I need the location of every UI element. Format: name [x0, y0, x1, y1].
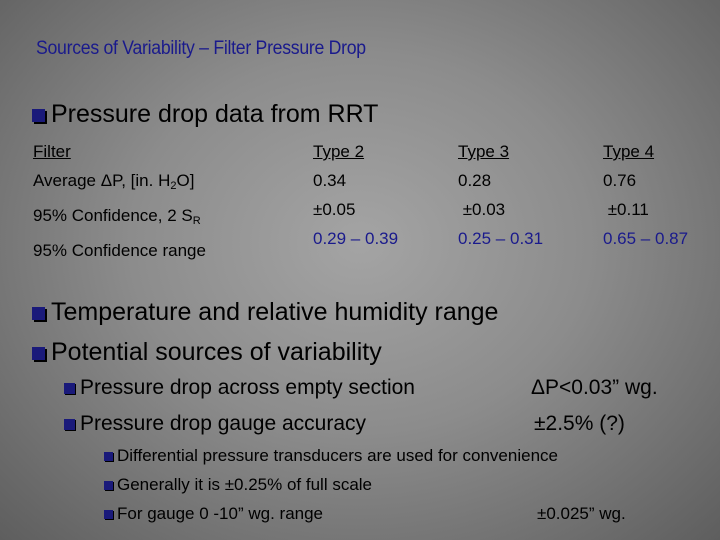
- slide-title: Sources of Variability – Filter Pressure…: [36, 38, 366, 59]
- bullet-potential-sources: Potential sources of variability: [32, 338, 382, 367]
- range-value: 0.65 – 0.87: [603, 229, 689, 248]
- bullet-temp-humidity: Temperature and relative humidity range: [32, 298, 498, 327]
- table-row-labels: Filter Average ΔP, [in. H2O] 95% Confide…: [33, 137, 313, 265]
- subsub-bullet-transducers: Differential pressure transducers are us…: [104, 446, 558, 466]
- avg-value: 0.76: [603, 171, 637, 190]
- filter-header: Filter: [33, 142, 71, 161]
- bullet-rrt-data: Pressure drop data from RRT: [32, 100, 378, 129]
- square-bullet-icon: [64, 418, 75, 430]
- square-bullet-icon: [104, 452, 113, 462]
- column-header: Type 2: [313, 142, 365, 161]
- square-bullet-icon: [32, 346, 45, 360]
- sub-bullet-empty-section: Pressure drop across empty section: [64, 376, 415, 400]
- subsub-bullet-full-scale: Generally it is ±0.25% of full scale: [104, 475, 372, 495]
- gauge-accuracy-value: ±2.5% (?): [534, 412, 625, 435]
- table-column-type4: Type 4 0.76 ±0.11 0.65 – 0.87: [603, 137, 718, 253]
- gauge-range-value: ±0.025” wg.: [537, 504, 626, 523]
- confidence-range-label: 95% Confidence range: [33, 241, 206, 260]
- avg-value: 0.28: [458, 171, 492, 190]
- conf-value: ±0.11: [603, 200, 649, 219]
- avg-value: 0.34: [313, 171, 347, 190]
- square-bullet-icon: [32, 306, 45, 320]
- column-header: Type 4: [603, 142, 655, 161]
- table-column-type3: Type 3 0.28 ±0.03 0.25 – 0.31: [458, 137, 598, 253]
- square-bullet-icon: [104, 481, 113, 491]
- square-bullet-icon: [64, 382, 75, 394]
- square-bullet-icon: [32, 108, 45, 122]
- range-value: 0.29 – 0.39: [313, 229, 399, 248]
- empty-section-value: ΔP<0.03” wg.: [531, 376, 658, 399]
- conf-value: ±0.05: [313, 200, 356, 219]
- table-column-type2: Type 2 0.34 ±0.05 0.29 – 0.39: [313, 137, 453, 253]
- range-value: 0.25 – 0.31: [458, 229, 544, 248]
- conf-value: ±0.03: [458, 200, 506, 219]
- square-bullet-icon: [104, 510, 113, 520]
- sub-bullet-gauge-accuracy: Pressure drop gauge accuracy: [64, 412, 366, 436]
- subsub-bullet-gauge-range: For gauge 0 -10” wg. range: [104, 504, 323, 524]
- column-header: Type 3: [458, 142, 510, 161]
- confidence-label: 95% Confidence, 2 SR: [33, 206, 201, 227]
- avg-dp-label: Average ΔP, [in. H2O]: [33, 171, 195, 192]
